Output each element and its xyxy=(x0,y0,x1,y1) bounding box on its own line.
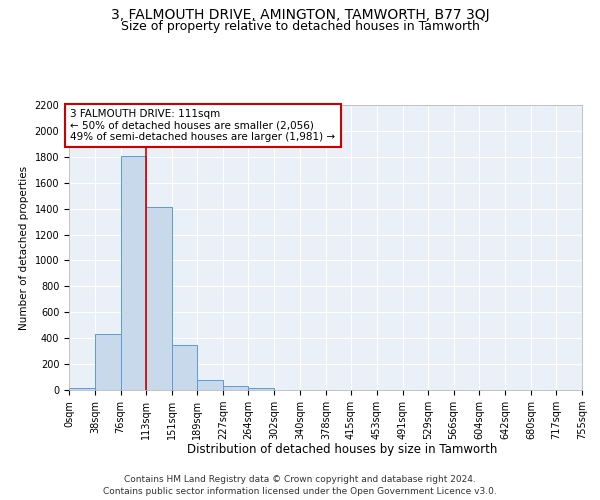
Text: Distribution of detached houses by size in Tamworth: Distribution of detached houses by size … xyxy=(187,442,497,456)
Bar xyxy=(121,156,146,390)
Text: 3 FALMOUTH DRIVE: 111sqm
← 50% of detached houses are smaller (2,056)
49% of sem: 3 FALMOUTH DRIVE: 111sqm ← 50% of detach… xyxy=(70,109,335,142)
Text: Size of property relative to detached houses in Tamworth: Size of property relative to detached ho… xyxy=(121,20,479,33)
Bar xyxy=(223,386,248,390)
Bar xyxy=(172,344,197,390)
Bar xyxy=(95,334,121,390)
Bar xyxy=(146,208,172,390)
Text: Contains HM Land Registry data © Crown copyright and database right 2024.: Contains HM Land Registry data © Crown c… xyxy=(124,475,476,484)
Text: 3, FALMOUTH DRIVE, AMINGTON, TAMWORTH, B77 3QJ: 3, FALMOUTH DRIVE, AMINGTON, TAMWORTH, B… xyxy=(110,8,490,22)
Bar xyxy=(248,388,274,390)
Bar xyxy=(69,388,95,390)
Text: Contains public sector information licensed under the Open Government Licence v3: Contains public sector information licen… xyxy=(103,487,497,496)
Y-axis label: Number of detached properties: Number of detached properties xyxy=(19,166,29,330)
Bar xyxy=(197,380,223,390)
